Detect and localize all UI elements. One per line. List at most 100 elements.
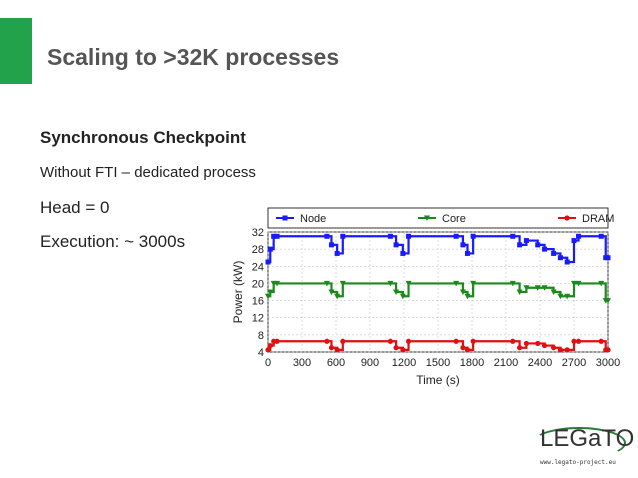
dram-data-point <box>324 338 330 344</box>
node-data-point <box>406 233 412 239</box>
node-data-point <box>557 255 563 261</box>
node-legend-label: Node <box>300 213 326 225</box>
y-tick-label: 8 <box>258 330 264 342</box>
dram-data-point <box>265 347 271 353</box>
core-data-point <box>523 285 530 291</box>
dram-data-point <box>541 342 548 349</box>
x-tick-label: 1200 <box>392 357 416 369</box>
x-tick-label: 1800 <box>460 357 484 369</box>
core-data-point <box>534 285 541 291</box>
dram-data-point <box>460 345 466 351</box>
core-data-point <box>470 280 477 287</box>
core-data-point <box>399 293 406 300</box>
dram-data-point <box>274 338 280 344</box>
dram-data-point <box>405 338 412 344</box>
node-data-point <box>274 233 280 239</box>
core-data-point <box>557 293 564 300</box>
dram-data-point <box>393 345 399 351</box>
dram-data-point <box>464 347 471 353</box>
dram-data-point <box>551 345 557 351</box>
core-legend-marker <box>424 215 430 221</box>
core-data-point <box>464 293 471 300</box>
y-tick-label: 28 <box>252 244 264 256</box>
text-line-head: Head = 0 <box>40 198 110 217</box>
node-data-point <box>470 233 476 239</box>
sub-heading: Synchronous Checkpoint <box>40 128 246 147</box>
dram-data-point <box>387 338 393 344</box>
core-data-point <box>509 280 516 287</box>
text-line-execution: Execution: ~ 3000s <box>40 232 186 251</box>
node-data-point <box>460 242 466 248</box>
x-tick-label: 3000 <box>596 357 620 369</box>
node-data-point <box>598 233 604 239</box>
core-data-point <box>541 285 548 291</box>
logo-url: www.legato-project.eu <box>540 459 616 466</box>
node-data-point <box>387 233 393 239</box>
node-data-point <box>564 259 570 265</box>
node-data-point <box>510 233 516 239</box>
node-data-point <box>542 246 548 252</box>
legato-logo: LEGaTO www.legato-project.eu <box>532 425 634 470</box>
dram-data-point <box>564 347 570 353</box>
dram-data-point <box>575 338 582 344</box>
slide-title: Scaling to >32K processes <box>47 44 340 70</box>
power-chart: 4 8 12 16 20 24 28 32 0 300 600 900 1200 1500 1800 2100… <box>231 207 620 387</box>
core-data-point <box>328 289 335 295</box>
dram-data-point <box>605 347 611 353</box>
y-tick-label: 16 <box>252 296 264 308</box>
node-data-point <box>576 233 582 239</box>
dram-legend-marker <box>564 215 570 221</box>
core-data-point <box>575 280 582 287</box>
node-data-point <box>271 233 277 239</box>
dram-data-point <box>510 338 516 344</box>
x-tick-label: 600 <box>327 357 345 369</box>
logo-wordmark: LEGaTO <box>540 425 635 452</box>
y-axis-label: Power (kW) <box>231 261 245 324</box>
x-axis-label: Time (s) <box>416 373 460 387</box>
dram-data-point <box>517 345 523 351</box>
node-data-point <box>393 242 399 248</box>
node-data-point <box>571 238 577 244</box>
core-series-line <box>268 282 608 302</box>
dram-data-point <box>598 338 604 344</box>
x-tick-label: 2400 <box>528 357 552 369</box>
core-data-point <box>274 280 281 287</box>
node-data-point <box>324 233 330 239</box>
dram-data-point <box>523 340 529 347</box>
core-data-point <box>598 280 605 287</box>
dram-data-point <box>400 347 406 353</box>
x-tick-label: 1500 <box>426 357 450 369</box>
node-data-point <box>340 233 346 239</box>
core-data-point <box>267 289 274 295</box>
legend-box <box>267 207 609 229</box>
dram-data-point <box>535 340 541 347</box>
core-data-point <box>605 298 611 304</box>
node-data-point <box>464 250 470 256</box>
y-tick-label: 4 <box>258 347 264 359</box>
node-data-point <box>523 238 529 244</box>
core-data-point <box>459 289 466 295</box>
node-data-point <box>265 259 271 265</box>
y-tick-label: 24 <box>252 261 264 273</box>
core-data-point <box>323 280 330 287</box>
dram-data-point <box>557 347 563 353</box>
node-data-point <box>605 255 611 261</box>
dram-data-point <box>267 342 273 349</box>
core-data-point <box>571 280 577 287</box>
title-accent-bar <box>0 18 32 84</box>
x-tick-label: 300 <box>293 357 311 369</box>
node-data-point <box>267 246 273 252</box>
text-line-fti: Without FTI – dedicated process <box>40 164 256 181</box>
core-legend-label: Core <box>442 213 466 225</box>
core-data-point <box>393 289 400 295</box>
dram-data-point <box>470 338 476 344</box>
core-data-point <box>564 293 571 300</box>
x-tick-label: 2100 <box>494 357 518 369</box>
core-data-point <box>339 280 346 287</box>
dram-data-point <box>340 338 346 344</box>
node-data-point <box>551 250 557 256</box>
node-data-point <box>400 250 406 256</box>
dram-data-point <box>453 338 459 344</box>
x-tick-label: 0 <box>265 357 271 369</box>
node-data-point <box>517 242 523 248</box>
